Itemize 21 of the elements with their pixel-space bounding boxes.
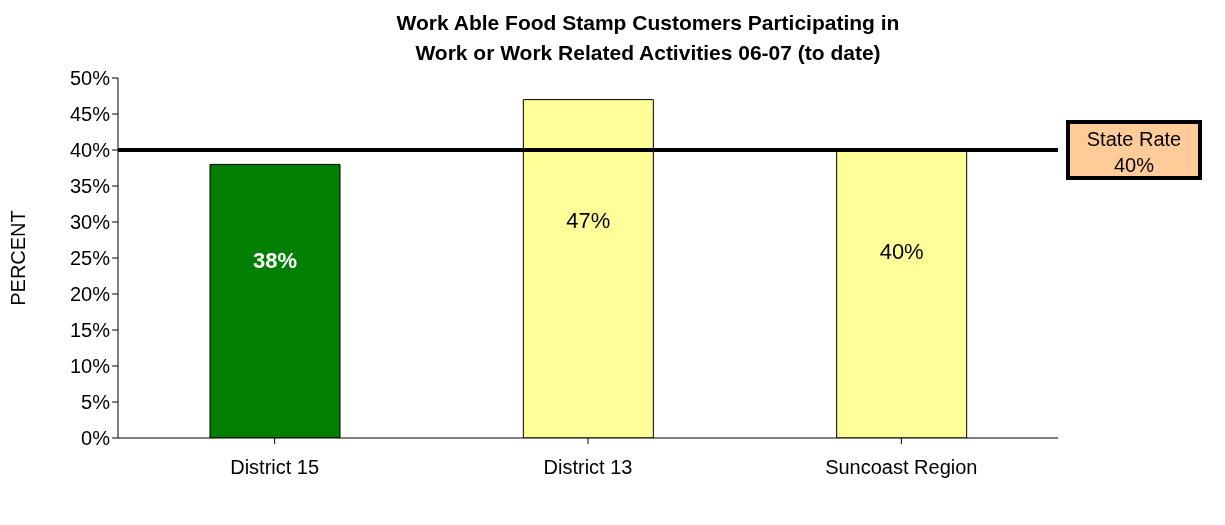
y-tick-label: 30% xyxy=(69,211,111,234)
y-tick-label: 5% xyxy=(81,391,111,414)
chart-title: Work Able Food Stamp Customers Participating in Work or Work Related Activities 06-07 (to date) xyxy=(395,10,901,66)
y-tick-label: 50% xyxy=(69,67,111,90)
y-tick-label: 20% xyxy=(69,283,111,306)
x-tick-label: Suncoast Region xyxy=(825,456,978,479)
x-tick-label: District 15 xyxy=(230,456,320,479)
y-tick-label: 35% xyxy=(69,175,111,198)
data-label: 38% xyxy=(252,248,298,274)
ref-label-box: State Rate 40% xyxy=(1066,120,1202,180)
x-tick-label: District 13 xyxy=(543,456,633,479)
y-tick-label: 10% xyxy=(69,355,111,378)
y-tick-label: 40% xyxy=(69,139,111,162)
y-axis-title: PERCENT xyxy=(7,210,30,306)
y-tick-label: 45% xyxy=(69,103,111,126)
y-tick-label: 25% xyxy=(69,247,111,270)
y-tick-label: 15% xyxy=(69,319,111,342)
data-label: 47% xyxy=(566,208,611,234)
ref-line-label: State Rate 40% xyxy=(1086,128,1182,176)
y-tick-label: 0% xyxy=(81,427,111,450)
data-label: 40% xyxy=(879,239,924,265)
